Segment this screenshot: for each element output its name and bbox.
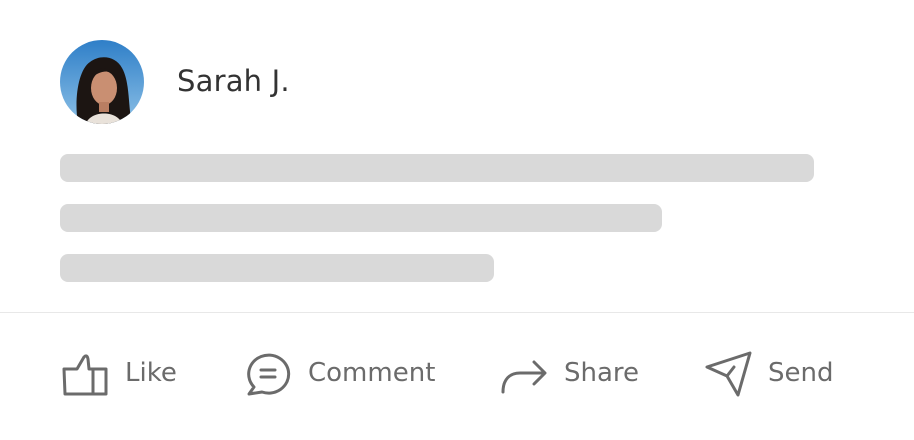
share-arrow-icon — [501, 360, 547, 394]
like-label: Like — [125, 358, 177, 388]
thumbs-up-icon — [62, 354, 108, 396]
send-label: Send — [768, 358, 834, 388]
divider — [0, 312, 914, 313]
share-button[interactable]: Share — [500, 346, 639, 400]
comment-icon — [247, 353, 291, 396]
like-button[interactable]: Like — [61, 346, 177, 400]
share-label: Share — [564, 358, 640, 388]
send-button[interactable]: Send — [704, 346, 833, 400]
skeleton-line — [60, 204, 662, 232]
comment-label: Comment — [308, 358, 436, 388]
avatar[interactable] — [60, 40, 144, 124]
send-icon — [705, 351, 752, 397]
author-name[interactable]: Sarah J. — [177, 64, 290, 98]
skeleton-line — [60, 254, 494, 282]
comment-button[interactable]: Comment — [244, 346, 435, 400]
skeleton-line — [60, 154, 814, 182]
